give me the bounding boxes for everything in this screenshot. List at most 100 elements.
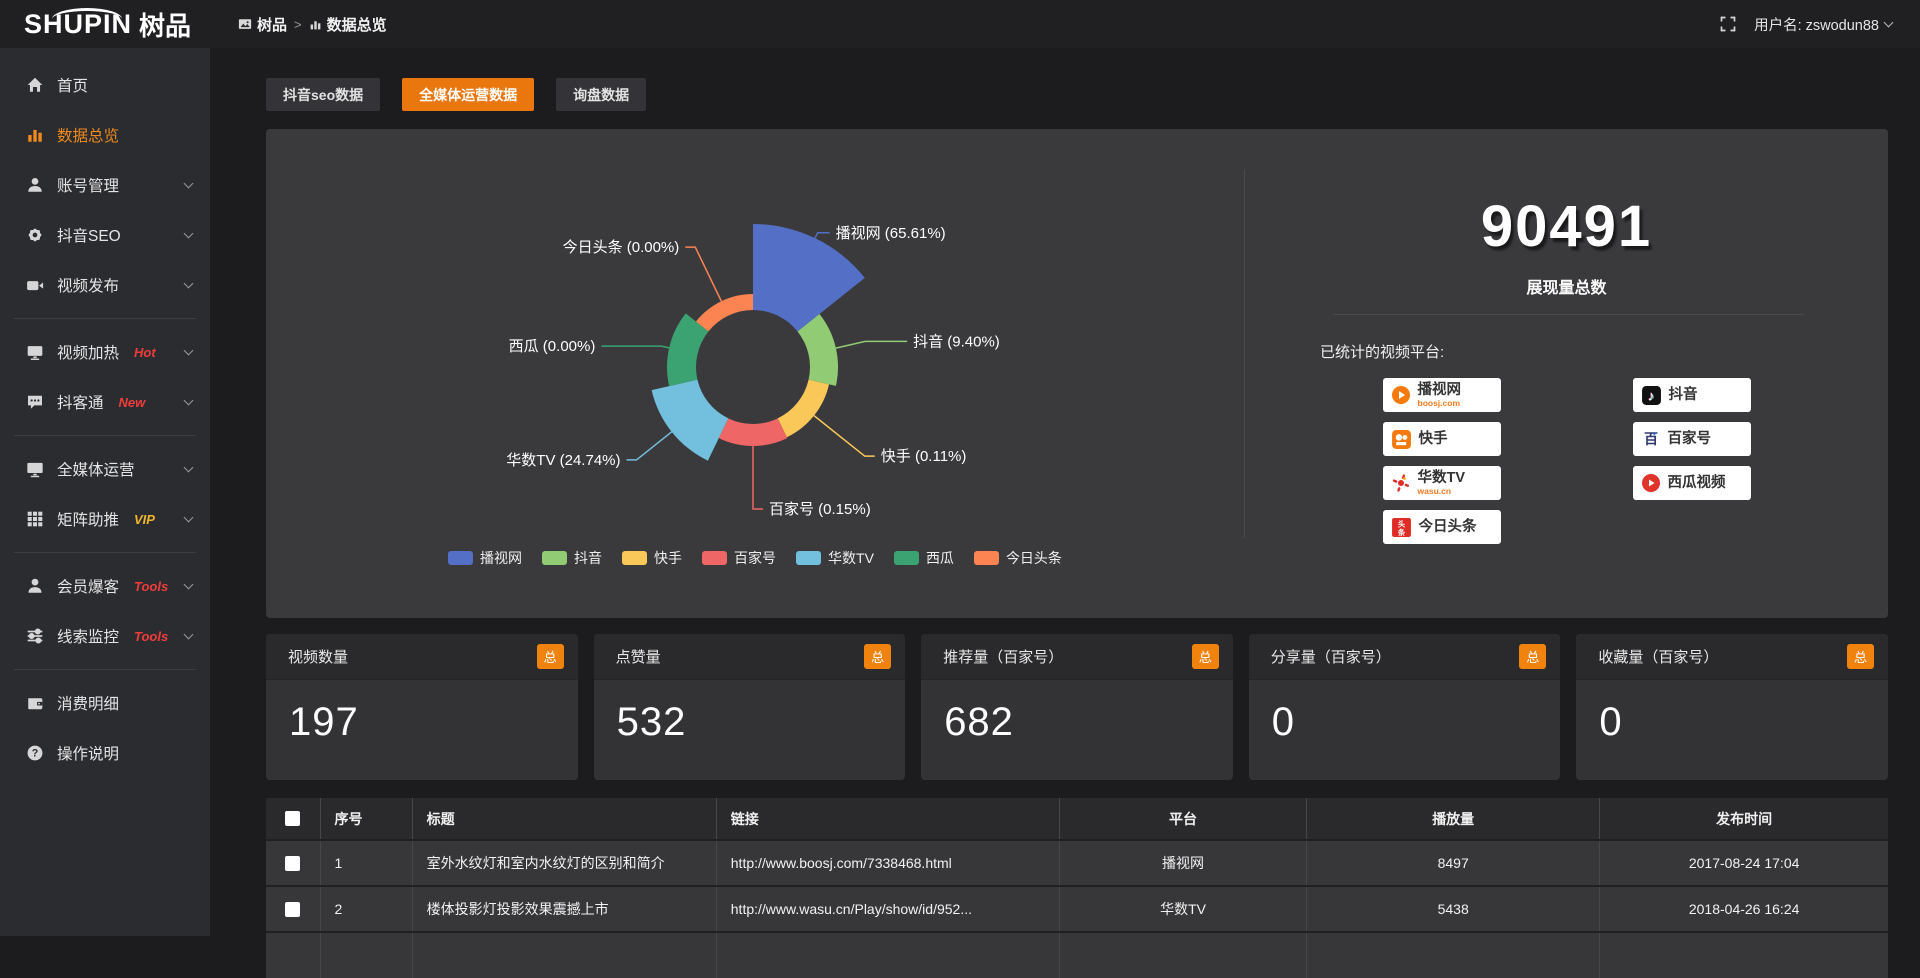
platform-badge-wasu: 华数TV wasu.cn — [1382, 466, 1501, 500]
platform-badge-kuaishou: 快手 — [1382, 422, 1501, 456]
svg-text:条: 条 — [1396, 527, 1405, 536]
sidebar-item-clue-monitor[interactable]: 线索监控 Tools — [0, 611, 210, 661]
platform-column-2: ♪ ♪ ♪ 抖音百百家号 西瓜视频 — [1632, 378, 1751, 544]
row-checkbox[interactable] — [285, 901, 301, 917]
legend-label: 华数TV — [828, 550, 874, 566]
platform-badge-toutiao: 头条今日头条 — [1382, 510, 1501, 544]
pie-slice-4[interactable] — [718, 418, 788, 447]
svg-text:♪: ♪ — [1647, 388, 1654, 403]
chevron-down-icon — [183, 395, 194, 406]
table-row: 1 室外水纹灯和室内水纹灯的区别和简介 http://www.boosj.com/7… — [266, 840, 1888, 886]
legend-item-1[interactable]: 播视网 — [448, 548, 522, 568]
stat-card-title: 收藏量（百家号） — [1598, 649, 1719, 666]
total-impressions-label: 展现量总数 — [1526, 280, 1607, 297]
cell-title-link[interactable]: 楼体投影灯投影效果震撼上市 — [412, 886, 717, 932]
platform-subtext: boosj.com — [1417, 398, 1461, 408]
platform-badge-text: 快手 — [1419, 432, 1448, 447]
cell-title-link[interactable]: 室外水纹灯和室内水纹灯的区别和简介 — [412, 840, 717, 886]
cell-platform: 播视网 — [1059, 840, 1308, 886]
sidebar-item-label: 视频加热 — [57, 345, 120, 362]
pie-label-line — [835, 340, 908, 349]
legend-item-2[interactable]: 抖音 — [542, 548, 602, 568]
main-content: 抖音seo数据 全媒体运营数据 询盘数据 播视网 (65.61%) 抖音 (9.40%… — [210, 48, 1920, 978]
sidebar-item-media-operation[interactable]: 全媒体运营 — [0, 444, 210, 494]
pie-slice-2[interactable] — [797, 314, 838, 386]
sidebar-item-expense-detail[interactable]: 消费明细 — [0, 678, 210, 728]
sidebar-badge: VIP — [134, 511, 155, 527]
chevron-down-icon — [183, 512, 194, 523]
sidebar-item-douyin-seo[interactable]: 抖音SEO — [0, 210, 210, 260]
cell-platform: 华数TV — [1059, 886, 1308, 932]
legend-item-5[interactable]: 华数TV — [796, 548, 874, 568]
total-badge[interactable]: 总 — [1519, 644, 1547, 669]
svg-text:♪: ♪ — [1648, 388, 1655, 403]
column-header-4: 平台 — [1059, 798, 1308, 840]
sidebar-item-video-heating[interactable]: 视频加热 Hot — [0, 327, 210, 377]
breadcrumb-root[interactable]: 树品 — [238, 14, 287, 35]
sidebar-item-home[interactable]: 首页 — [0, 60, 210, 110]
platform-badges: 播视网 boosj.com 快手 华数TV wasu.cn 头条今日头条 ♪ ♪ ♪ 抖音百百家号… — [1245, 378, 1888, 544]
toutiao-icon: 头条 — [1391, 517, 1412, 538]
sidebar-badge: Tools — [134, 578, 169, 594]
tab-media-operation-data[interactable]: 全媒体运营数据 — [402, 78, 535, 111]
sidebar-item-label: 矩阵助推 — [57, 512, 120, 529]
wasu-icon — [1391, 473, 1411, 493]
tab-douyin-seo-data[interactable]: 抖音seo数据 — [266, 78, 381, 111]
sidebar-item-label: 消费明细 — [57, 696, 120, 713]
pie-slice-3[interactable] — [777, 379, 830, 438]
bar-chart-icon — [310, 20, 320, 29]
legend-item-3[interactable]: 快手 — [622, 548, 682, 568]
platform-name: 今日头条 — [1418, 518, 1477, 535]
display-icon — [26, 343, 44, 361]
tab-inquiry-data[interactable]: 询盘数据 — [556, 78, 647, 111]
platform-badge-baijiahao: 百百家号 — [1632, 422, 1751, 456]
stat-card-share-count: 分享量（百家号） 总 0 — [1248, 634, 1561, 780]
legend-swatch — [796, 551, 822, 565]
sidebar-item-label: 数据总览 — [57, 128, 120, 145]
column-header-5: 播放量 — [1306, 798, 1601, 840]
sidebar-item-douketong[interactable]: 抖客通 New — [0, 377, 210, 427]
sidebar-item-data-overview[interactable]: 数据总览 — [0, 110, 210, 160]
pie-label-line — [814, 232, 830, 239]
pie-slice-7[interactable] — [695, 294, 753, 332]
sidebar-divider — [14, 552, 196, 553]
select-all-checkbox[interactable] — [285, 811, 301, 826]
stat-card-title: 点赞量 — [615, 649, 661, 666]
pie-slice-5[interactable] — [651, 379, 729, 461]
total-badge[interactable]: 总 — [864, 644, 892, 669]
total-badge[interactable]: 总 — [1191, 644, 1219, 669]
cell-publish-time: 2018-04-26 16:24 — [1688, 901, 1800, 917]
total-badge[interactable]: 总 — [1846, 644, 1874, 669]
legend-item-4[interactable]: 百家号 — [702, 548, 776, 568]
sidebar-item-label: 线索监控 — [57, 629, 120, 646]
row-checkbox[interactable] — [285, 855, 301, 871]
sidebar-item-operation-guide[interactable]: ? 操作说明 — [0, 728, 210, 778]
member-icon — [26, 577, 44, 595]
pie-label-line — [601, 345, 670, 349]
user-menu[interactable]: 用户名: zswodun88 — [1754, 14, 1894, 35]
app-logo[interactable]: SHUPIN 树品 — [0, 6, 210, 43]
stat-card-value: 532 — [616, 700, 687, 744]
fullscreen-icon[interactable] — [1720, 16, 1736, 32]
breadcrumb-current[interactable]: 数据总览 — [309, 14, 387, 35]
sidebar-item-matrix-boost[interactable]: 矩阵助推 VIP — [0, 494, 210, 544]
legend-swatch — [622, 551, 648, 565]
cell-url-link[interactable]: http://www.boosj.com/7338468.html — [716, 840, 1060, 886]
platform-badge-text: 抖音 — [1669, 388, 1698, 403]
pie-slice-6[interactable] — [667, 313, 709, 387]
pie-slice-1[interactable] — [753, 224, 865, 332]
sidebar-item-account-management[interactable]: 账号管理 — [0, 160, 210, 210]
username-label: 用户名: zswodun88 — [1754, 17, 1879, 34]
legend-item-7[interactable]: 今日头条 — [973, 548, 1062, 568]
legend-swatch — [448, 551, 474, 565]
total-badge[interactable]: 总 — [536, 644, 564, 669]
stat-card-favorite-count: 收藏量（百家号） 总 0 — [1576, 634, 1888, 780]
sidebar: 首页 数据总览 账号管理 抖音SEO 视频发布 视频加热 Hot 抖客通 New 全媒体运营 矩阵助… — [0, 48, 210, 936]
chevron-down-icon — [183, 278, 194, 289]
sidebar-item-member-baoke[interactable]: 会员爆客 Tools — [0, 561, 210, 611]
stat-card-title: 推荐量（百家号） — [943, 649, 1064, 666]
cell-url-link[interactable]: http://www.wasu.cn/Play/show/id/952... — [716, 886, 1060, 932]
sidebar-item-video-publish[interactable]: 视频发布 — [0, 260, 210, 310]
platform-column-1: 播视网 boosj.com 快手 华数TV wasu.cn 头条今日头条 — [1382, 378, 1501, 544]
legend-item-6[interactable]: 西瓜 — [893, 548, 954, 568]
